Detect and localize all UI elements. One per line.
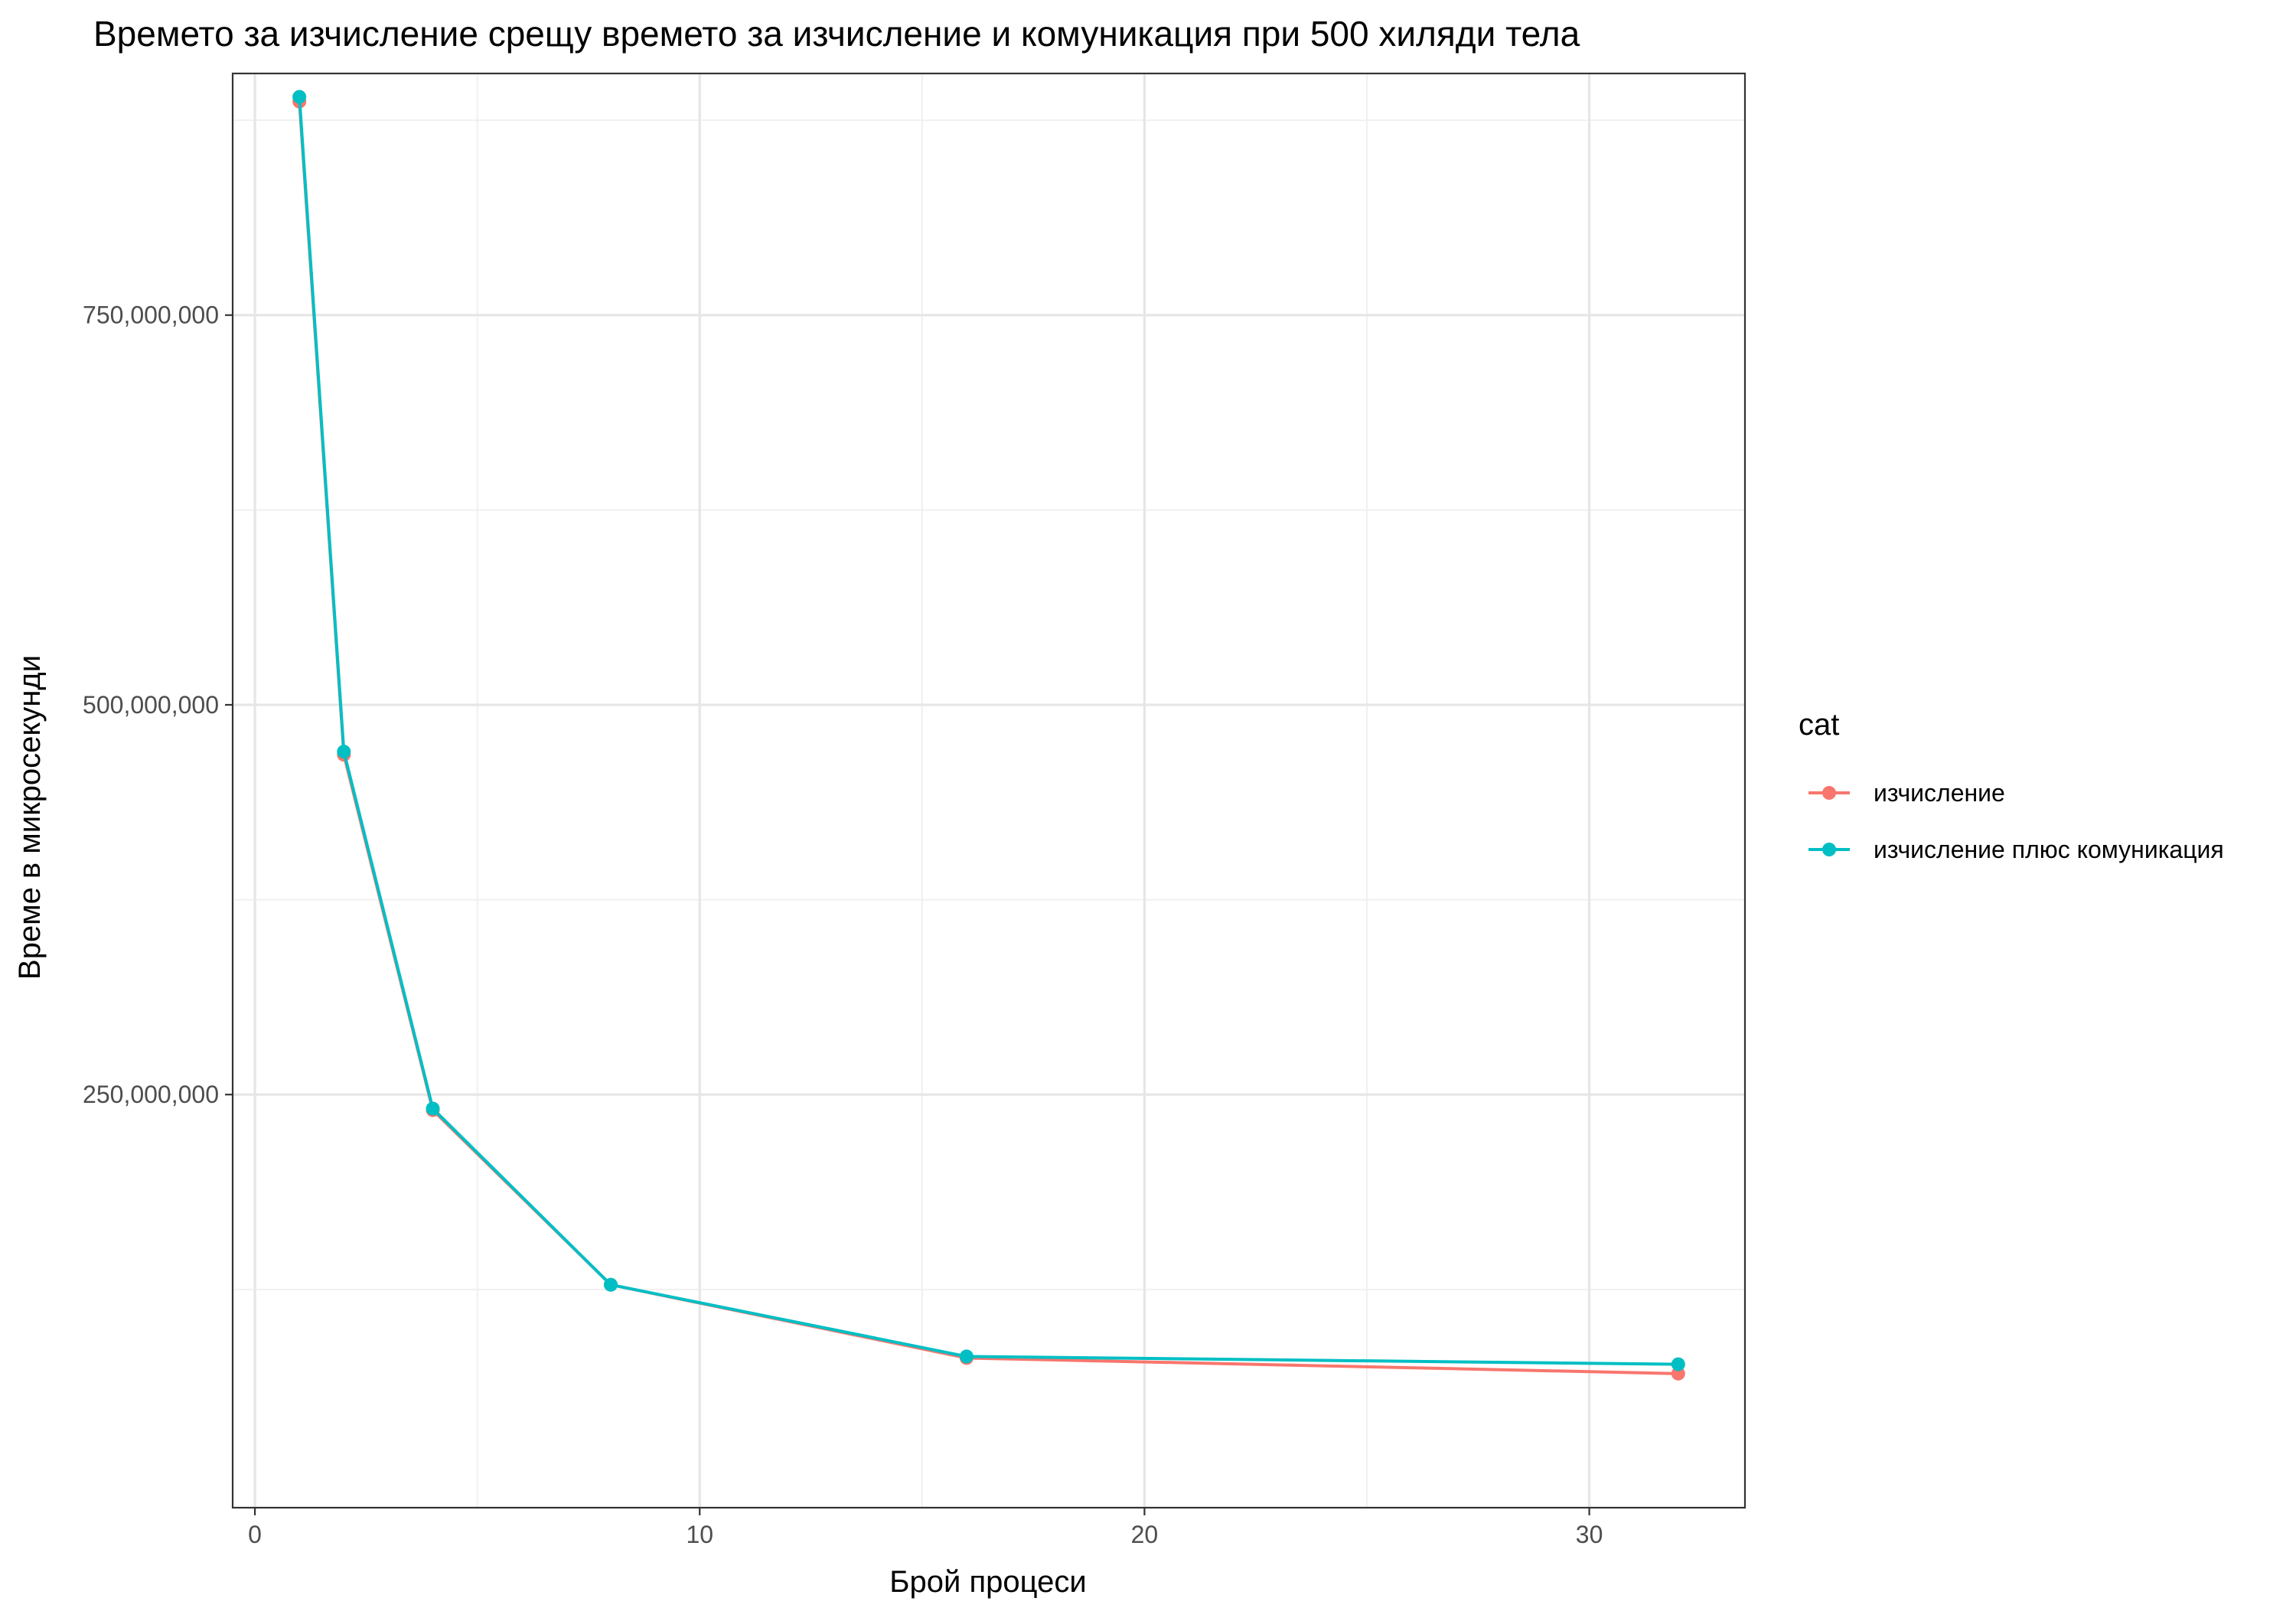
series-2-point <box>426 1101 440 1116</box>
legend-label: изчисление плюс комуникация <box>1874 836 2224 863</box>
legend-label: изчисление <box>1874 779 2005 807</box>
panel-border <box>231 72 1746 1509</box>
x-tick-label: 10 <box>686 1521 713 1548</box>
y-tick-label: 750,000,000 <box>83 302 219 329</box>
x-tick-label: 30 <box>1576 1521 1603 1548</box>
legend: изчисление изчисление плюс комуникация <box>1808 779 2224 863</box>
x-axis-label: Брой процеси <box>889 1565 1086 1599</box>
plot-panel: 0 10 20 30 250,000,000 500,000,000 750,000,000 <box>83 72 1746 1548</box>
legend-key-point <box>1822 786 1836 800</box>
series-2-point <box>959 1349 974 1364</box>
legend-title: cat <box>1799 708 1839 742</box>
y-tick-label: 500,000,000 <box>83 691 219 719</box>
chart-title: Времето за изчисление срещу времето за и… <box>93 14 1580 54</box>
series-line-2 <box>298 96 1678 1366</box>
series-2-point <box>292 90 307 104</box>
y-tick-label: 250,000,000 <box>83 1081 219 1108</box>
x-tick-label: 20 <box>1131 1521 1159 1548</box>
y-axis-label: Време в микросекунди <box>13 655 47 980</box>
series-2-point <box>337 745 351 759</box>
series-2-point <box>1671 1357 1685 1371</box>
legend-key-point <box>1822 843 1836 856</box>
x-tick-label: 0 <box>248 1521 262 1548</box>
series-2-point <box>604 1277 618 1292</box>
